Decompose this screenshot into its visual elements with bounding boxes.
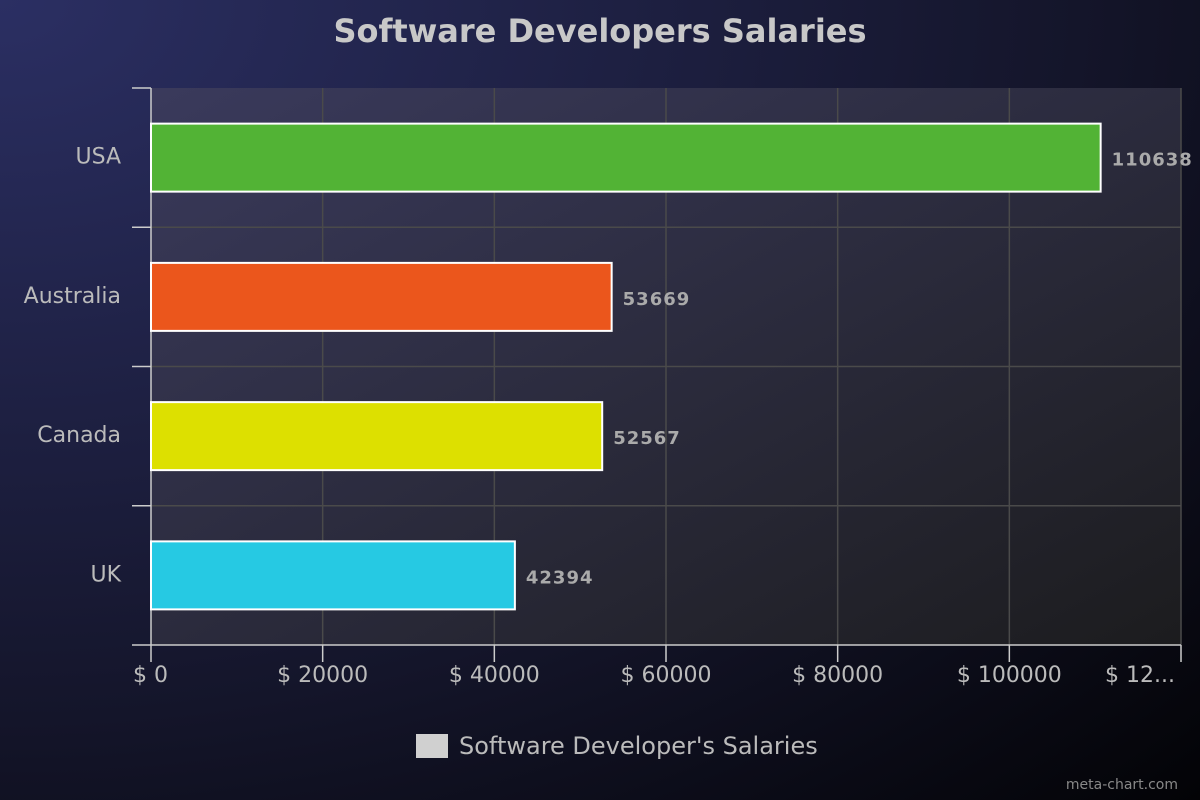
bar: [150, 122, 1102, 193]
legend-swatch: [416, 734, 448, 758]
data-label: 52567: [613, 428, 681, 449]
y-tick-label: USA: [75, 145, 121, 170]
x-tick-label: $ 40000: [449, 663, 540, 688]
bar: [150, 540, 516, 611]
data-label: 53669: [623, 289, 691, 310]
x-tick-label: $ 0: [133, 663, 168, 688]
chart-title: Software Developers Salaries: [333, 12, 866, 50]
data-label: 42394: [526, 567, 594, 588]
watermark: meta-chart.com: [1066, 777, 1178, 793]
bar: [150, 401, 604, 472]
bar: [150, 261, 613, 332]
x-tick-label: $ 80000: [792, 663, 883, 688]
y-tick-label: Australia: [24, 284, 121, 309]
x-tick-label: $ 20000: [277, 663, 368, 688]
legend-label: Software Developer's Salaries: [459, 732, 818, 760]
x-tick-label: $ 12...: [1105, 663, 1175, 688]
y-tick-label: Canada: [37, 423, 121, 448]
x-tick-label: $ 60000: [621, 663, 712, 688]
data-label: 110638: [1112, 150, 1193, 171]
y-tick-label: UK: [90, 562, 121, 587]
x-tick-label: $ 100000: [957, 663, 1062, 688]
